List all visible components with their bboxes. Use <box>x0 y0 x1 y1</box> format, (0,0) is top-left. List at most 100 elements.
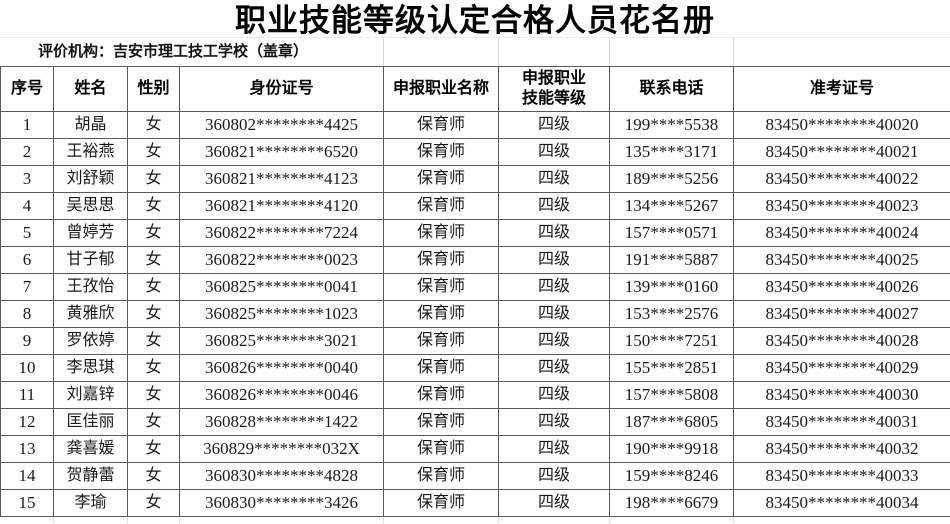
cell-ticket-number: 83450********40029 <box>733 354 950 382</box>
cell-skill-level: 四级 <box>498 354 610 382</box>
cell-ticket-number: 83450********40031 <box>733 408 950 436</box>
cell-gender: 女 <box>127 192 180 220</box>
gridline <box>733 38 734 66</box>
cell-ticket-number: 83450********40033 <box>733 462 950 490</box>
cell-occupation: 保育师 <box>383 408 499 436</box>
cell-id-number: 360830********3426 <box>179 489 384 517</box>
evaluating-org-label: 评价机构：吉安市理工技工学校（盖章） <box>38 44 309 60</box>
cell-occupation: 保育师 <box>383 354 499 382</box>
cell-name: 李瑜 <box>53 489 128 517</box>
cell-name: 王裕燕 <box>53 138 128 166</box>
cell-index: 3 <box>0 165 54 193</box>
cell-index: 13 <box>0 435 54 463</box>
cell-id-number: 360829********032X <box>179 435 384 463</box>
cell-ticket-number: 83450********40021 <box>733 138 950 166</box>
cell-name: 刘舒颖 <box>53 165 128 193</box>
roster-table: 序号 姓名 性别 身份证号 申报职业名称 申报职业 技能等级 联系电话 准考证号… <box>0 66 950 517</box>
table-row: 5 曾婷芳女 360822********7224 保育师 四级 157****0571 8… <box>0 219 950 247</box>
cell-id-number: 360825********3021 <box>179 327 384 355</box>
cell-index: 1 <box>0 111 54 139</box>
table-row: 6 甘子郁女 360822********0023 保育师 四级 191****5887 8… <box>0 246 950 274</box>
cell-gender: 女 <box>127 381 180 409</box>
cell-index: 15 <box>0 489 54 517</box>
cell-name: 甘子郁 <box>53 246 128 274</box>
gridline <box>498 517 499 523</box>
cell-skill-level: 四级 <box>498 111 610 139</box>
cell-ticket-number: 83450********40022 <box>733 165 950 193</box>
cell-skill-level: 四级 <box>498 165 610 193</box>
cell-phone: 153****2576 <box>609 300 734 328</box>
cell-skill-level: 四级 <box>498 327 610 355</box>
cell-occupation: 保育师 <box>383 165 499 193</box>
cell-occupation: 保育师 <box>383 246 499 274</box>
cell-phone: 150****7251 <box>609 327 734 355</box>
cell-index: 9 <box>0 327 54 355</box>
gridline <box>127 517 128 523</box>
cell-ticket-number: 83450********40030 <box>733 381 950 409</box>
cell-ticket-number: 83450********40020 <box>733 111 950 139</box>
cell-skill-level: 四级 <box>498 219 610 247</box>
cell-ticket-number: 83450********40024 <box>733 219 950 247</box>
cell-occupation: 保育师 <box>383 138 499 166</box>
cell-skill-level: 四级 <box>498 408 610 436</box>
header-gender: 性别 <box>127 66 180 112</box>
cell-ticket-number: 83450********40023 <box>733 192 950 220</box>
cell-index: 5 <box>0 219 54 247</box>
cell-skill-level: 四级 <box>498 246 610 274</box>
cell-ticket-number: 83450********40034 <box>733 489 950 517</box>
cell-ticket-number: 83450********40026 <box>733 273 950 301</box>
cell-occupation: 保育师 <box>383 327 499 355</box>
cell-id-number: 360826********0040 <box>179 354 384 382</box>
cell-id-number: 360830********4828 <box>179 462 384 490</box>
cell-gender: 女 <box>127 300 180 328</box>
cell-occupation: 保育师 <box>383 192 499 220</box>
header-id-number: 身份证号 <box>179 66 384 112</box>
cell-id-number: 360826********0046 <box>179 381 384 409</box>
gridline <box>383 38 384 66</box>
cell-index: 12 <box>0 408 54 436</box>
table-row: 2 王裕燕女 360821********6520 保育师 四级 135****3171 8… <box>0 138 950 166</box>
cell-name: 龚喜媛 <box>53 435 128 463</box>
cell-name: 黄雅欣 <box>53 300 128 328</box>
cell-name: 李思琪 <box>53 354 128 382</box>
cell-index: 10 <box>0 354 54 382</box>
cell-gender: 女 <box>127 408 180 436</box>
cell-index: 4 <box>0 192 54 220</box>
evaluating-org-row: 评价机构：吉安市理工技工学校（盖章） <box>0 38 950 66</box>
cell-phone: 157****0571 <box>609 219 734 247</box>
cell-occupation: 保育师 <box>383 489 499 517</box>
cell-gender: 女 <box>127 165 180 193</box>
cell-skill-level: 四级 <box>498 435 610 463</box>
cell-gender: 女 <box>127 354 180 382</box>
page-title: 职业技能等级认定合格人员花名册 <box>0 0 950 38</box>
table-row: 8 黄雅欣女 360825********1023 保育师 四级 153****2576 8… <box>0 300 950 328</box>
header-skill-level: 申报职业 技能等级 <box>498 66 610 112</box>
cell-occupation: 保育师 <box>383 273 499 301</box>
cell-occupation: 保育师 <box>383 462 499 490</box>
header-index: 序号 <box>0 66 54 112</box>
cell-phone: 199****5538 <box>609 111 734 139</box>
cell-index: 2 <box>0 138 54 166</box>
cell-occupation: 保育师 <box>383 435 499 463</box>
table-row: 4 吴思思女 360821********4120 保育师 四级 134****5267 8… <box>0 192 950 220</box>
table-header: 序号 姓名 性别 身份证号 申报职业名称 申报职业 技能等级 联系电话 准考证号 <box>0 66 950 112</box>
gridline <box>383 517 384 523</box>
cell-gender: 女 <box>127 327 180 355</box>
gridline <box>53 517 54 523</box>
cell-id-number: 360821********4123 <box>179 165 384 193</box>
cell-skill-level: 四级 <box>498 462 610 490</box>
cell-phone: 135****3171 <box>609 138 734 166</box>
cell-id-number: 360825********0041 <box>179 273 384 301</box>
cell-phone: 198****6679 <box>609 489 734 517</box>
gridline <box>498 38 499 66</box>
gridline <box>179 517 180 523</box>
cell-skill-level: 四级 <box>498 138 610 166</box>
cell-skill-level: 四级 <box>498 381 610 409</box>
cell-gender: 女 <box>127 489 180 517</box>
cell-phone: 157****5808 <box>609 381 734 409</box>
gridline <box>609 38 610 66</box>
cell-occupation: 保育师 <box>383 219 499 247</box>
cell-phone: 159****8246 <box>609 462 734 490</box>
cell-name: 胡晶 <box>53 111 128 139</box>
